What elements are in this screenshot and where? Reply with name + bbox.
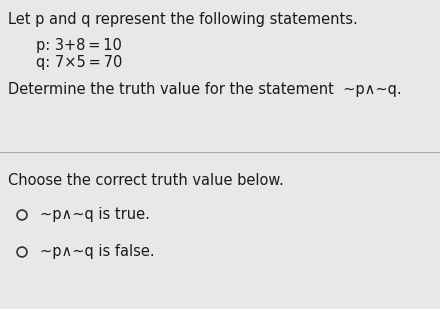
Text: ∼p∧∼q is true.: ∼p∧∼q is true.	[40, 207, 150, 222]
Text: Let p and q represent the following statements.: Let p and q represent the following stat…	[8, 12, 358, 27]
Text: q: 7×5 = 70: q: 7×5 = 70	[36, 55, 122, 70]
Text: Choose the correct truth value below.: Choose the correct truth value below.	[8, 173, 284, 188]
Text: ∼p∧∼q is false.: ∼p∧∼q is false.	[40, 244, 154, 259]
Text: p: 3+8 = 10: p: 3+8 = 10	[36, 38, 122, 53]
Text: Determine the truth value for the statement  ∼p∧∼q.: Determine the truth value for the statem…	[8, 82, 402, 97]
